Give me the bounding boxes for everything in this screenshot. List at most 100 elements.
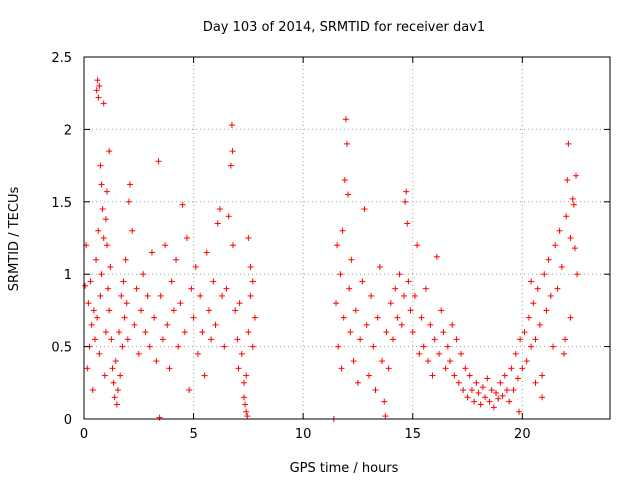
data-point [376,263,383,270]
data-point [94,77,101,84]
data-point [247,263,254,270]
data-point [444,343,451,350]
data-point [89,387,96,394]
data-point [133,285,140,292]
data-point [565,140,572,147]
y-tick-label: 1.5 [51,196,72,211]
data-point [123,300,130,307]
data-point [243,408,250,415]
data-point [203,249,210,256]
data-point [350,358,357,365]
data-point [383,329,390,336]
data-point [564,177,571,184]
y-axis-label: SRMTID / TECUs [7,187,22,292]
data-point [407,307,414,314]
data-point [225,213,232,220]
axes-layer [83,56,611,420]
data-point [104,188,111,195]
data-point [490,404,497,411]
data-point [129,227,136,234]
x-tick-label: 10 [295,427,312,442]
data-point [440,329,447,336]
data-point [357,336,364,343]
data-point [146,343,153,350]
data-point [184,235,191,241]
data-point [405,278,412,285]
data-point [361,206,368,213]
data-point [240,394,247,401]
data-point [212,321,219,328]
data-point [457,350,464,357]
data-point [337,271,344,278]
data-point [98,181,105,188]
data-point [347,329,354,336]
data-point [96,82,103,89]
data-point [104,242,111,249]
data-point [223,285,230,292]
data-point [131,321,138,328]
data-point [563,213,570,220]
data-point [429,372,436,379]
data-point [547,292,554,299]
data-point [236,300,243,307]
data-point [381,398,388,405]
data-point [153,358,160,365]
data-point [216,206,223,213]
data-point [125,198,132,205]
data-point [157,292,164,299]
data-point [499,392,506,399]
data-point [418,314,425,321]
data-point [539,394,546,401]
data-point [201,372,208,379]
data-point [118,292,125,299]
data-point [95,94,102,101]
data-point [422,285,429,292]
data-point [543,307,550,314]
data-point [414,242,421,249]
data-point [479,384,486,391]
data-point [508,365,515,372]
data-point [528,278,535,285]
data-point [484,375,491,382]
data-point [221,343,228,350]
data-point [453,336,460,343]
plot-frame [83,56,611,420]
data-point [140,271,147,278]
data-point [528,343,535,350]
data-point [512,350,519,357]
data-point [545,256,552,263]
data-point [194,350,201,357]
data-point [532,379,539,386]
data-point [379,358,386,365]
data-point [227,162,234,169]
data-point [539,372,546,379]
data-point [82,282,89,289]
data-point [517,336,524,343]
data-point [121,314,128,321]
data-point [219,292,226,299]
x-tick-label: 20 [514,427,531,442]
data-point [342,116,349,123]
data-point [368,292,375,299]
data-point [117,372,124,379]
data-point [387,300,394,307]
data-point [497,379,504,386]
data-point [574,271,581,278]
data-point [97,292,104,299]
data-point [105,285,112,292]
data-point [571,245,578,252]
data-point [468,387,475,394]
data-point [372,387,379,394]
data-point [106,307,113,314]
data-point [510,387,517,394]
data-point [534,285,541,292]
data-points-layer [82,77,581,422]
data-point [88,321,95,328]
data-point [567,314,574,321]
data-point [137,307,144,314]
data-point [84,365,91,372]
data-point [110,379,117,386]
data-point [570,201,577,208]
data-point [190,314,197,321]
